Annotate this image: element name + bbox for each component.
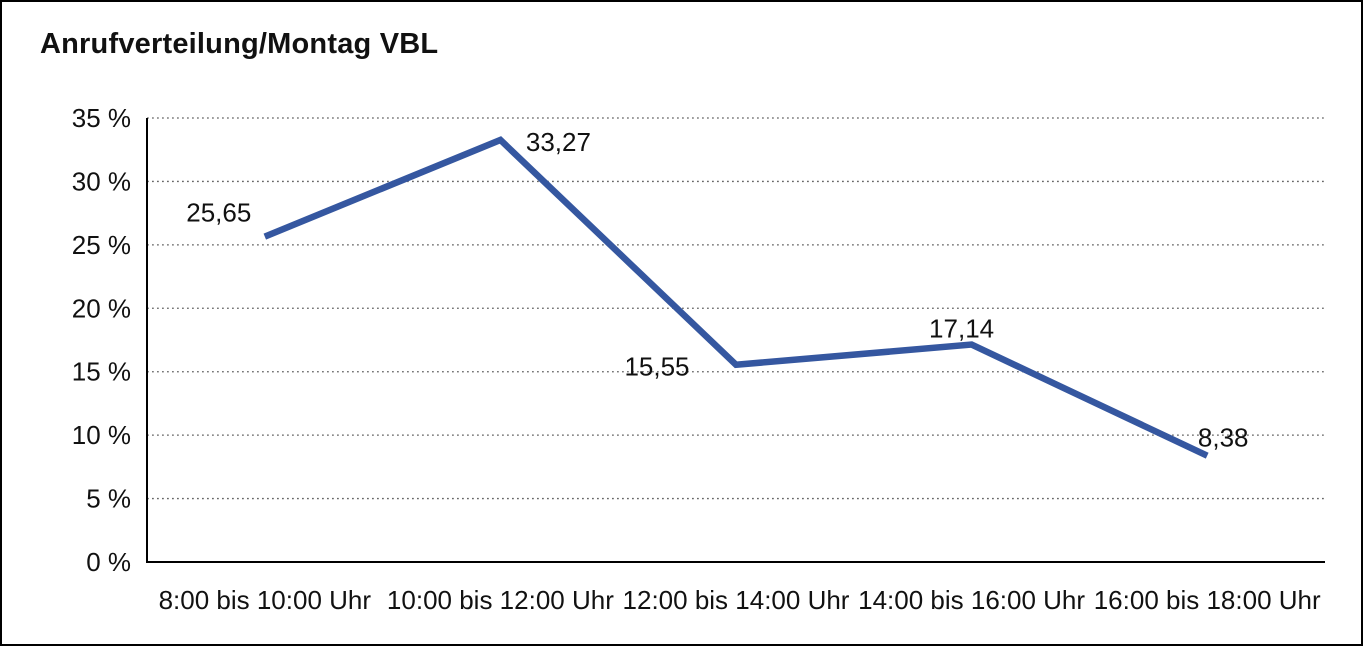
chart-title: Anrufverteilung/Montag VBL <box>40 28 439 60</box>
data-point-label: 15,55 <box>624 352 689 382</box>
y-axis-tick-label: 25 % <box>72 230 131 260</box>
y-axis-tick-label: 10 % <box>72 420 131 450</box>
x-axis-category-label: 12:00 bis 14:00 Uhr <box>623 585 850 615</box>
x-axis-category-label: 14:00 bis 16:00 Uhr <box>858 585 1085 615</box>
data-point-label: 33,27 <box>526 127 591 157</box>
y-axis-tick-label: 20 % <box>72 293 131 323</box>
y-axis-tick-label: 15 % <box>72 357 131 387</box>
y-axis-tick-label: 5 % <box>86 484 131 514</box>
data-point-label: 17,14 <box>929 314 994 344</box>
x-axis-category-label: 16:00 bis 18:00 Uhr <box>1094 585 1321 615</box>
data-series-line <box>263 136 1209 459</box>
y-axis-tick-label: 0 % <box>86 547 131 577</box>
y-axis-tick-label: 35 % <box>72 103 131 133</box>
x-axis-category-label: 8:00 bis 10:00 Uhr <box>159 585 372 615</box>
data-point-label: 25,65 <box>186 198 251 228</box>
data-point-label: 8,38 <box>1198 423 1249 453</box>
y-axis-tick-label: 30 % <box>72 166 131 196</box>
x-axis-category-label: 10:00 bis 12:00 Uhr <box>387 585 614 615</box>
